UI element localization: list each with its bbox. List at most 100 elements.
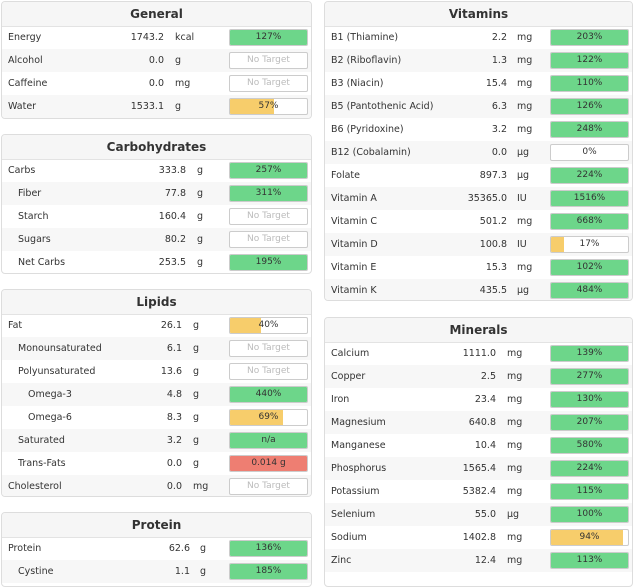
nutrient-name: Omega-6 xyxy=(28,412,72,423)
nutrient-row-energy[interactable]: Energy 1743.2 kcal 127% xyxy=(2,26,311,49)
target-progress-bar: 110% xyxy=(550,75,629,92)
nutrient-name: B3 (Niacin) xyxy=(331,78,384,89)
nutrient-row-iron[interactable]: Iron 23.4 mg 130% xyxy=(325,388,632,411)
panel-minerals: Minerals Calcium 1111.0 mg 139% Copper 2.5 mg 27… xyxy=(324,317,633,587)
nutrient-row-potassium[interactable]: Potassium 5382.4 mg 115% xyxy=(325,480,632,503)
nutrient-row-caffeine[interactable]: Caffeine 0.0 mg No Target xyxy=(2,72,311,95)
nutrient-row-water[interactable]: Water 1533.1 g 57% xyxy=(2,95,311,118)
nutrient-unit: mg xyxy=(517,32,533,43)
nutrient-name: B5 (Pantothenic Acid) xyxy=(331,101,434,112)
nutrient-row-b3-niacin[interactable]: B3 (Niacin) 15.4 mg 110% xyxy=(325,72,632,95)
nutrient-row-fat[interactable]: Fat 26.1 g 40% xyxy=(2,314,311,337)
target-progress-fill xyxy=(551,76,628,91)
target-progress-label: No Target xyxy=(247,78,290,88)
nutrient-row-alcohol[interactable]: Alcohol 0.0 g No Target xyxy=(2,49,311,72)
nutrient-row-copper[interactable]: Copper 2.5 mg 277% xyxy=(325,365,632,388)
nutrient-row-trans-fats[interactable]: Trans-Fats 0.0 g 0.014 g xyxy=(2,452,311,475)
nutrient-amount: 1533.1 xyxy=(130,101,164,112)
nutrient-row-magnesium[interactable]: Magnesium 640.8 mg 207% xyxy=(325,411,632,434)
nutrient-name: Copper xyxy=(331,371,366,382)
nutrient-row-vitamin-c[interactable]: Vitamin C 501.2 mg 668% xyxy=(325,210,632,233)
nutrient-unit: µg xyxy=(517,285,530,296)
nutrient-amount: 1743.2 xyxy=(130,32,164,43)
target-progress-fill xyxy=(230,163,307,178)
nutrient-name: Caffeine xyxy=(8,78,48,89)
nutrient-name: Monounsaturated xyxy=(18,343,102,354)
nutrient-name: Trans-Fats xyxy=(18,458,66,469)
nutrient-row-omega-6[interactable]: Omega-6 8.3 g 69% xyxy=(2,406,311,429)
target-progress-label: 113% xyxy=(576,555,603,565)
nutrient-row-polyunsaturated[interactable]: Polyunsaturated 13.6 g No Target xyxy=(2,360,311,383)
nutrient-row-protein[interactable]: Protein 62.6 g 136% xyxy=(2,537,311,560)
target-progress-fill xyxy=(551,484,628,499)
target-progress-label: 580% xyxy=(576,440,603,450)
target-progress-fill xyxy=(230,456,307,471)
target-progress-fill xyxy=(230,186,307,201)
nutrient-amount: 77.8 xyxy=(164,188,186,199)
target-progress-bar: 224% xyxy=(550,167,629,184)
nutrient-row-saturated[interactable]: Saturated 3.2 g n/a xyxy=(2,429,311,452)
target-progress-bar: 69% xyxy=(229,409,308,426)
nutrient-unit: mg xyxy=(175,78,191,89)
nutrient-name: Magnesium xyxy=(331,417,386,428)
target-progress-label: 185% xyxy=(255,566,282,576)
target-progress-label: 224% xyxy=(576,170,603,180)
nutrient-unit: g xyxy=(175,55,182,66)
nutrient-unit: µg xyxy=(507,509,520,520)
nutrient-row-monounsaturated[interactable]: Monounsaturated 6.1 g No Target xyxy=(2,337,311,360)
nutrient-row-cystine[interactable]: Cystine 1.1 g 185% xyxy=(2,560,311,583)
nutrient-amount: 26.1 xyxy=(160,320,182,331)
nutrient-row-omega-3[interactable]: Omega-3 4.8 g 440% xyxy=(2,383,311,406)
nutrient-name: Polyunsaturated xyxy=(18,366,96,377)
nutrient-name: Zinc xyxy=(331,555,352,566)
target-progress-label: 484% xyxy=(576,285,603,295)
target-progress-label: 110% xyxy=(576,78,603,88)
nutrient-row-b1-thiamine[interactable]: B1 (Thiamine) 2.2 mg 203% xyxy=(325,26,632,49)
target-progress-label: 126% xyxy=(576,101,603,111)
nutrient-unit: kcal xyxy=(175,32,195,43)
nutrient-row-net-carbs[interactable]: Net Carbs 253.5 g 195% xyxy=(2,251,311,273)
panel-title: Minerals xyxy=(325,318,632,343)
nutrient-row-manganese[interactable]: Manganese 10.4 mg 580% xyxy=(325,434,632,457)
target-progress-fill xyxy=(551,369,628,384)
nutrient-row-vitamin-a[interactable]: Vitamin A 35365.0 IU 1516% xyxy=(325,187,632,210)
nutrient-name: B12 (Cobalamin) xyxy=(331,147,411,158)
nutrient-row-zinc[interactable]: Zinc 12.4 mg 113% xyxy=(325,549,632,572)
nutrient-row-folate[interactable]: Folate 897.3 µg 224% xyxy=(325,164,632,187)
nutrient-row-vitamin-k[interactable]: Vitamin K 435.5 µg 484% xyxy=(325,279,632,300)
nutrient-row-b6-pyridoxine[interactable]: B6 (Pyridoxine) 3.2 mg 248% xyxy=(325,118,632,141)
nutrient-row-vitamin-d[interactable]: Vitamin D 100.8 IU 17% xyxy=(325,233,632,256)
target-progress-label: 115% xyxy=(576,486,603,496)
nutrient-amount: 35365.0 xyxy=(467,193,507,204)
target-progress-bar: 484% xyxy=(550,282,629,299)
nutrient-row-carbs[interactable]: Carbs 333.8 g 257% xyxy=(2,159,311,182)
nutrient-row-b5-pantothenic-acid[interactable]: B5 (Pantothenic Acid) 6.3 mg 126% xyxy=(325,95,632,118)
nutrient-row-sugars[interactable]: Sugars 80.2 g No Target xyxy=(2,228,311,251)
target-progress-fill xyxy=(551,30,628,45)
nutrient-name: Vitamin D xyxy=(331,239,378,250)
nutrient-row-phosphorus[interactable]: Phosphorus 1565.4 mg 224% xyxy=(325,457,632,480)
target-progress-bar: 136% xyxy=(229,540,308,557)
target-progress-fill xyxy=(551,346,628,361)
target-progress-bar: 102% xyxy=(550,259,629,276)
nutrient-row-vitamin-e[interactable]: Vitamin E 15.3 mg 102% xyxy=(325,256,632,279)
nutrient-row-b2-riboflavin[interactable]: B2 (Riboflavin) 1.3 mg 122% xyxy=(325,49,632,72)
target-progress-fill xyxy=(551,530,624,545)
nutrient-unit: mg xyxy=(517,124,533,135)
nutrient-amount: 501.2 xyxy=(479,216,507,227)
panel-title: Lipids xyxy=(2,290,311,315)
nutrient-name: Sodium xyxy=(331,532,367,543)
nutrient-row-calcium[interactable]: Calcium 1111.0 mg 139% xyxy=(325,342,632,365)
target-progress-fill xyxy=(551,168,628,183)
nutrient-row-fiber[interactable]: Fiber 77.8 g 311% xyxy=(2,182,311,205)
target-progress-fill xyxy=(230,318,261,333)
nutrient-row-cholesterol[interactable]: Cholesterol 0.0 mg No Target xyxy=(2,475,311,496)
nutrient-row-sodium[interactable]: Sodium 1402.8 mg 94% xyxy=(325,526,632,549)
nutrient-amount: 15.3 xyxy=(485,262,507,273)
nutrient-row-b12-cobalamin[interactable]: B12 (Cobalamin) 0.0 µg 0% xyxy=(325,141,632,164)
nutrient-row-selenium[interactable]: Selenium 55.0 µg 100% xyxy=(325,503,632,526)
nutrient-row-starch[interactable]: Starch 160.4 g No Target xyxy=(2,205,311,228)
nutrient-unit: IU xyxy=(517,193,527,204)
target-progress-label: 207% xyxy=(576,417,603,427)
nutrient-amount: 1111.0 xyxy=(462,348,496,359)
